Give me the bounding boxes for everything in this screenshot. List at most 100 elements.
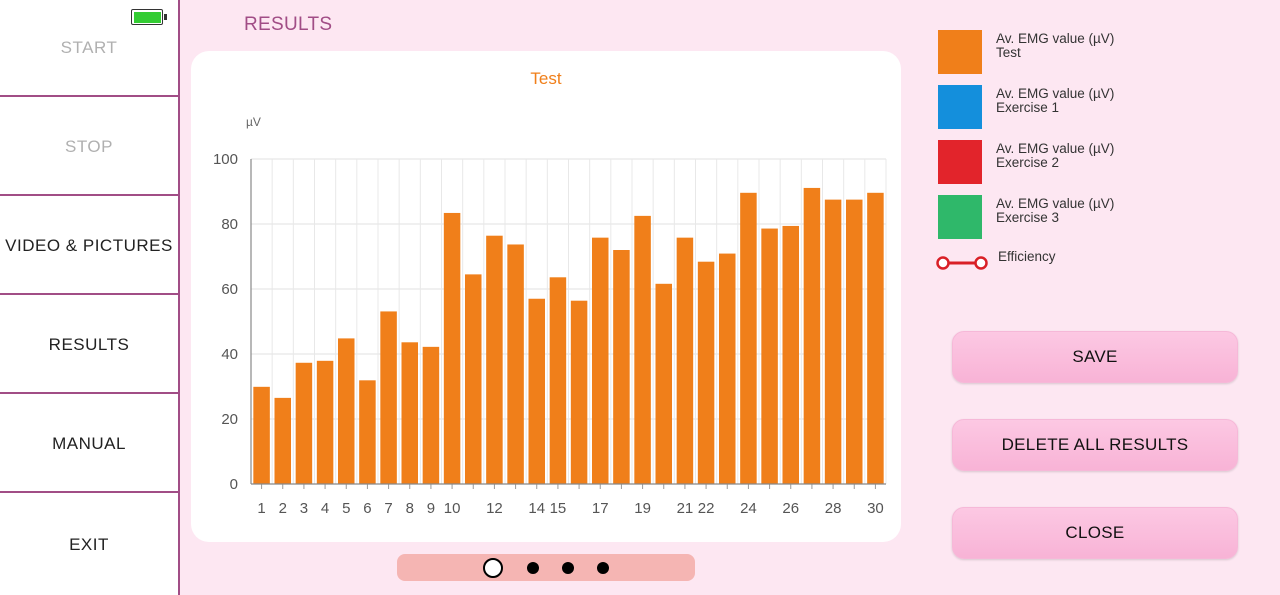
legend-label-exercise-1-line1: Av. EMG value (µV) [996, 86, 1115, 101]
bar [486, 235, 503, 484]
legend-swatch-exercise-3 [938, 195, 982, 239]
sidebar: START STOP VIDEO & PICTURES RESULTS MANU… [0, 0, 180, 595]
bar [845, 199, 863, 484]
bar [613, 250, 630, 484]
x-tick-label: 5 [342, 500, 350, 517]
bar [443, 212, 461, 484]
page-dot-4[interactable] [597, 562, 609, 574]
page-dot-3[interactable] [562, 562, 574, 574]
results-button[interactable]: RESULTS [0, 297, 178, 394]
bar [824, 199, 842, 484]
x-tick-label: 6 [363, 500, 371, 517]
bar [761, 228, 778, 484]
results-label: RESULTS [48, 334, 130, 354]
bar [507, 244, 524, 484]
page-dot-2[interactable] [527, 562, 539, 574]
bar [676, 237, 694, 484]
legend-swatch-exercise-1 [938, 85, 982, 129]
x-tick-label: 14 [528, 500, 545, 517]
x-tick-label: 28 [825, 500, 842, 517]
bar [528, 298, 546, 484]
close-button[interactable]: CLOSE [952, 507, 1238, 559]
x-tick-label: 21 [677, 500, 694, 517]
exit-button[interactable]: EXIT [0, 495, 178, 595]
bar [549, 277, 567, 484]
battery-icon [131, 9, 167, 25]
bar [422, 346, 440, 484]
legend-label-exercise-1-line2: Exercise 1 [996, 100, 1060, 115]
bar [782, 225, 800, 484]
bar [867, 192, 884, 485]
page-title: RESULTS [244, 14, 333, 35]
exit-label: EXIT [69, 535, 109, 554]
x-tick-label: 4 [321, 500, 329, 517]
legend-label-test-line1: Av. EMG value (µV) [996, 31, 1115, 46]
legend-label-exercise-2-line2: Exercise 2 [996, 155, 1060, 170]
x-tick-label: 3 [300, 500, 308, 517]
y-tick-label: 0 [230, 476, 238, 493]
y-unit-label: µV [246, 115, 261, 129]
efficiency-line-icon [936, 256, 988, 270]
bar [591, 237, 609, 484]
y-tick-label: 100 [213, 151, 238, 168]
bar [655, 283, 673, 484]
x-tick-label: 30 [867, 500, 884, 517]
bar [697, 261, 715, 484]
chart-card: Test µV 0 20 40 60 80 100 1 2 3 4 5 6 7 8 9 10 12 14 15 17 1… [191, 51, 901, 542]
stop-label: STOP [65, 136, 113, 156]
manual-label: MANUAL [52, 433, 126, 453]
page-indicator [397, 554, 695, 581]
bar [740, 192, 757, 485]
save-label: SAVE [1072, 347, 1118, 366]
bar [295, 362, 313, 484]
bar [634, 215, 651, 484]
save-button[interactable]: SAVE [952, 331, 1238, 383]
bar [380, 311, 397, 484]
page-dot-1[interactable] [483, 558, 503, 578]
x-tick-label: 15 [550, 500, 567, 517]
video-pictures-button[interactable]: VIDEO & PICTURES [0, 198, 178, 295]
legend-label-exercise-3-line2: Exercise 3 [996, 210, 1060, 225]
manual-button[interactable]: MANUAL [0, 396, 178, 493]
x-tick-label: 22 [698, 500, 715, 517]
bar [718, 253, 736, 484]
legend-label-exercise-3-line1: Av. EMG value (µV) [996, 196, 1115, 211]
y-tick-label: 40 [221, 346, 238, 363]
bar [316, 360, 334, 484]
chart-title: Test [530, 69, 561, 88]
stop-button[interactable]: STOP [0, 99, 178, 196]
x-tick-label: 10 [444, 500, 461, 517]
start-label: START [60, 37, 118, 57]
delete-all-results-button[interactable]: DELETE ALL RESULTS [952, 419, 1238, 471]
x-tick-label: 9 [427, 500, 435, 517]
x-tick-label: 19 [634, 500, 651, 517]
bar [401, 342, 419, 484]
close-label: CLOSE [1065, 523, 1125, 542]
video-pictures-label: VIDEO & PICTURES [5, 235, 173, 255]
bar [803, 187, 821, 485]
y-tick-label: 20 [221, 411, 238, 428]
legend-swatch-exercise-2 [938, 140, 982, 184]
x-tick-label: 24 [740, 500, 757, 517]
y-tick-label: 80 [221, 216, 238, 233]
delete-all-results-label: DELETE ALL RESULTS [1001, 435, 1189, 454]
bar [359, 380, 376, 484]
bar [274, 397, 292, 484]
legend-swatch-test [938, 30, 982, 74]
x-tick-label: 1 [257, 500, 265, 517]
legend-label-test-line2: Test [996, 45, 1021, 60]
x-tick-label: 7 [384, 500, 392, 517]
x-tick-label: 2 [279, 500, 287, 517]
x-tick-label: 12 [486, 500, 503, 517]
bar [464, 274, 482, 484]
bar [253, 386, 270, 484]
y-tick-label: 60 [221, 281, 238, 298]
x-tick-label: 8 [406, 500, 414, 517]
legend-label-exercise-2-line1: Av. EMG value (µV) [996, 141, 1115, 156]
bar [337, 338, 355, 484]
bar [570, 300, 588, 484]
x-tick-label: 26 [782, 500, 799, 517]
efficiency-label: Efficiency [998, 249, 1056, 264]
x-tick-label: 17 [592, 500, 609, 517]
